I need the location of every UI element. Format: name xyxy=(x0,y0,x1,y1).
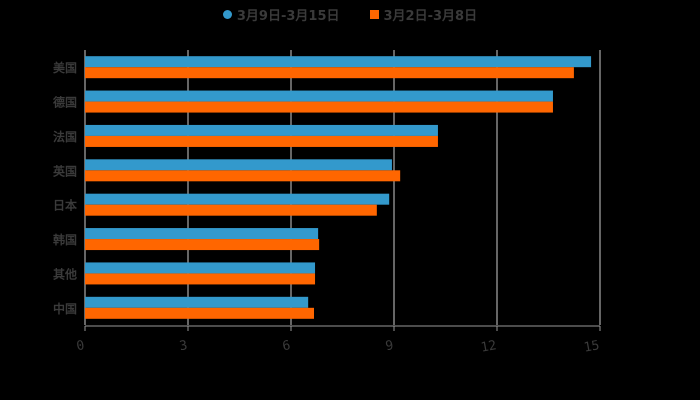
bar[interactable] xyxy=(85,296,309,308)
bar[interactable] xyxy=(85,239,320,251)
x-tick-label: 9 xyxy=(384,338,394,354)
bar[interactable] xyxy=(85,170,401,182)
category-label: 韩国 xyxy=(53,232,77,247)
bar[interactable] xyxy=(85,159,392,171)
bar[interactable] xyxy=(85,193,390,205)
bar[interactable] xyxy=(85,228,319,240)
x-tick-label: 6 xyxy=(281,338,291,354)
bar[interactable] xyxy=(85,262,316,274)
bar[interactable] xyxy=(85,135,438,147)
legend-label: 3月9日-3月15日 xyxy=(236,8,340,24)
chart-legend: 3月9日-3月15日 3月2日-3月8日 xyxy=(0,4,700,24)
bar[interactable] xyxy=(85,204,377,216)
bar[interactable] xyxy=(85,307,315,319)
category-label: 美国 xyxy=(53,60,77,75)
category-label: 法国 xyxy=(53,129,77,144)
category-label: 日本 xyxy=(53,198,77,213)
legend-item-series-1[interactable]: 3月9日-3月15日 xyxy=(222,4,340,24)
bar[interactable] xyxy=(85,124,438,136)
x-tick-label: 0 xyxy=(75,338,85,354)
legend-label: 3月2日-3月8日 xyxy=(383,8,478,24)
category-label: 德国 xyxy=(53,95,77,110)
x-tick-label: 12 xyxy=(480,338,498,355)
bar[interactable] xyxy=(85,56,592,68)
bar[interactable] xyxy=(85,67,574,79)
circle-marker-icon xyxy=(222,9,232,19)
bar[interactable] xyxy=(85,101,553,113)
x-tick-label: 15 xyxy=(583,338,601,355)
x-tick-label: 3 xyxy=(178,338,188,354)
category-label: 英国 xyxy=(53,163,77,178)
bar[interactable] xyxy=(85,273,316,285)
category-label: 其他 xyxy=(53,266,77,281)
category-label: 中国 xyxy=(53,301,77,316)
legend-item-series-2[interactable]: 3月2日-3月8日 xyxy=(369,4,478,24)
square-marker-icon xyxy=(369,9,379,19)
bar[interactable] xyxy=(85,90,553,102)
